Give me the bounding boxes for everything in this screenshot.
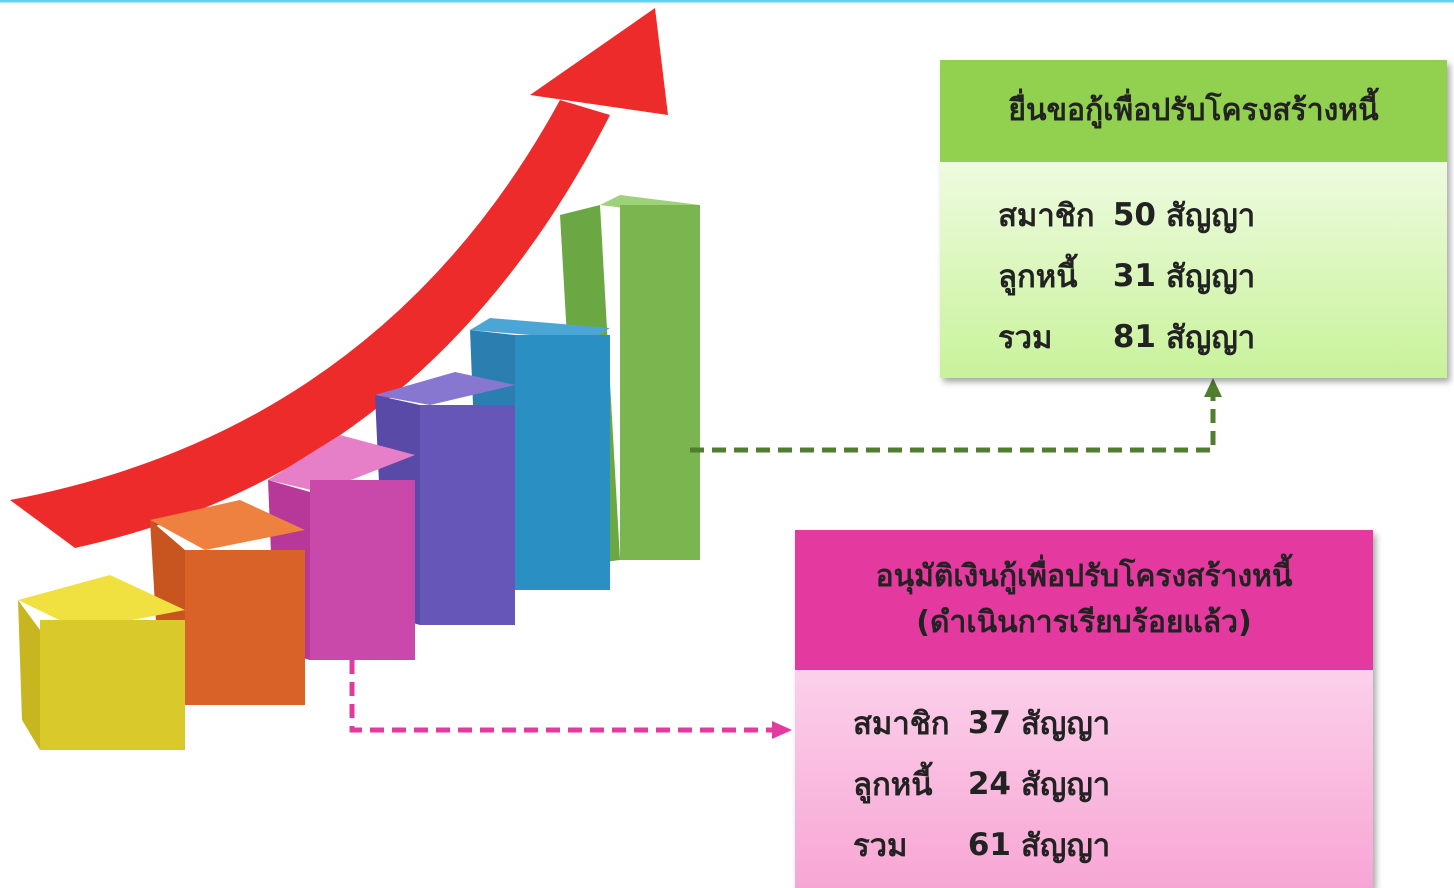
row-unit: สัญญา [1166, 258, 1256, 295]
box-row: สมาชิก 50 สัญญา [998, 184, 1447, 245]
bar-side [18, 600, 40, 750]
connector [349, 660, 772, 733]
box-row: รวม 61 สัญญา [853, 814, 1373, 875]
row-unit: สัญญา [1021, 766, 1111, 803]
connector [690, 395, 1216, 453]
info-box: อนุมัติเงินกู้เพื่อปรับโครงสร้างหนี้ (ดำเ… [795, 530, 1373, 888]
bar-top [470, 318, 610, 340]
box-title: ยื่นขอกู้เพื่อปรับโครงสร้างหนี้ [1008, 93, 1379, 128]
bar-front [515, 335, 610, 590]
box-header: ยื่นขอกู้เพื่อปรับโครงสร้างหนี้ [940, 60, 1447, 162]
bar-front [420, 405, 515, 625]
box-row: ลูกหนี้ 31 สัญญา [998, 245, 1447, 306]
bar-front [40, 620, 185, 750]
box-row: ลูกหนี้ 24 สัญญา [853, 753, 1373, 814]
connector-head [772, 721, 792, 739]
bar-top [375, 372, 515, 405]
row-unit: สัญญา [1166, 319, 1256, 356]
bar-front [185, 550, 305, 705]
row-count: 24 [967, 765, 1011, 802]
row-label: รวม [853, 827, 908, 864]
box-row: รวม 81 สัญญา [998, 306, 1447, 367]
box-body: สมาชิก 37 สัญญา ลูกหนี้ 24 สัญญา รวม 61 สัญญา [795, 670, 1373, 888]
info-box: ยื่นขอกู้เพื่อปรับโครงสร้างหนี้ สมาชิก 50 ส… [940, 60, 1447, 378]
row-unit: สัญญา [1021, 705, 1111, 742]
box-row: สมาชิก 37 สัญญา [853, 692, 1373, 753]
row-count: 31 [1112, 257, 1156, 294]
connector-head [1204, 378, 1222, 397]
row-count: 37 [967, 704, 1011, 741]
row-label: ลูกหนี้ [998, 258, 1078, 295]
bars [18, 195, 700, 750]
box-body: สมาชิก 50 สัญญา ลูกหนี้ 31 สัญญา รวม 81 สัญญา [940, 162, 1447, 378]
row-label: รวม [998, 319, 1053, 356]
row-count: 50 [1112, 196, 1156, 233]
bar-front [310, 480, 415, 660]
row-label: สมาชิก [998, 197, 1095, 234]
bar-top [18, 575, 185, 630]
row-count: 81 [1112, 318, 1156, 355]
box-title: อนุมัติเงินกู้เพื่อปรับโครงสร้างหนี้ [875, 559, 1293, 594]
row-unit: สัญญา [1021, 827, 1111, 864]
arrow-body [10, 100, 610, 548]
bar-front [620, 205, 700, 560]
row-unit: สัญญา [1166, 197, 1256, 234]
row-count: 61 [967, 826, 1011, 863]
box-title: (ดำเนินการเรียบร้อยแล้ว) [916, 605, 1252, 640]
bar-top [268, 435, 415, 492]
box-header: อนุมัติเงินกู้เพื่อปรับโครงสร้างหนี้ (ดำเ… [795, 530, 1373, 670]
arrow-head [530, 8, 668, 115]
row-label: ลูกหนี้ [853, 766, 933, 803]
row-label: สมาชิก [853, 705, 950, 742]
bar-top [150, 500, 305, 550]
